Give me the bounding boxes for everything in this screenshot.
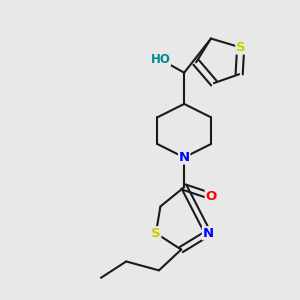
- Text: N: N: [202, 227, 214, 240]
- Text: HO: HO: [151, 53, 170, 66]
- Text: S: S: [236, 41, 245, 54]
- Text: O: O: [205, 190, 217, 202]
- Text: N: N: [178, 151, 190, 164]
- Text: S: S: [151, 227, 161, 240]
